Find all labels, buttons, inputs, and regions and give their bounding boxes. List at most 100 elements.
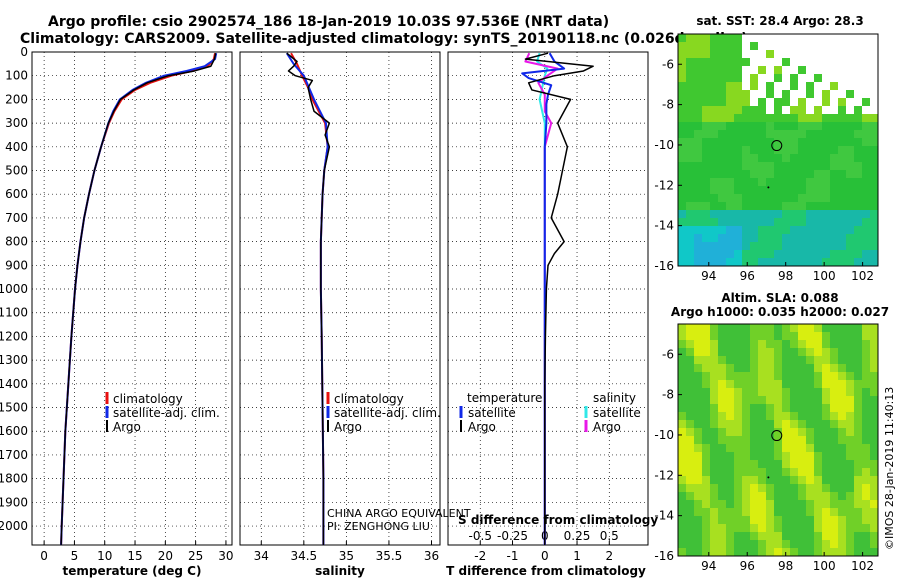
map-x-tick-label: 94	[701, 269, 716, 283]
map-cell	[686, 42, 694, 50]
map-cell	[830, 42, 838, 50]
map-cell	[814, 186, 822, 194]
map-cell	[822, 130, 830, 138]
map-cell	[710, 114, 718, 122]
map-cell	[766, 58, 774, 66]
map-cell	[870, 170, 878, 178]
map-cell	[694, 444, 702, 452]
map-cell	[742, 436, 750, 444]
map-cell	[838, 178, 846, 186]
map-cell	[750, 412, 758, 420]
map-cell	[774, 444, 782, 452]
map-cell	[870, 484, 878, 492]
map-cell	[806, 348, 814, 356]
map-cell	[782, 324, 790, 332]
map-cell	[750, 74, 758, 82]
map-cell	[846, 98, 854, 106]
map-cell	[838, 154, 846, 162]
map-cell	[766, 42, 774, 50]
map-cell	[766, 82, 774, 90]
difference-panel	[447, 51, 649, 546]
series-line-salinity-argo	[524, 52, 559, 545]
map-cell	[734, 548, 742, 556]
map-cell	[758, 186, 766, 194]
map-cell	[766, 98, 774, 106]
map-cell	[862, 226, 870, 234]
map-cell	[782, 98, 790, 106]
x-tick-label: 15	[127, 549, 142, 563]
map-cell	[758, 154, 766, 162]
map-cell	[814, 226, 822, 234]
map-cell	[742, 146, 750, 154]
map-cell	[774, 468, 782, 476]
map-cell	[678, 404, 686, 412]
map-cell	[742, 364, 750, 372]
map-cell	[830, 146, 838, 154]
map-cell	[862, 138, 870, 146]
map-cell	[758, 524, 766, 532]
map-cell	[766, 340, 774, 348]
map-cell	[806, 154, 814, 162]
map-cell	[854, 202, 862, 210]
map-cell	[702, 42, 710, 50]
map-cell	[862, 210, 870, 218]
map-cell	[862, 468, 870, 476]
map-cell	[782, 372, 790, 380]
map-cell	[862, 50, 870, 58]
map-cell	[862, 258, 870, 266]
map-cell	[790, 66, 798, 74]
map-cell	[822, 428, 830, 436]
map-cell	[694, 154, 702, 162]
map-cell	[806, 194, 814, 202]
map-cell	[846, 154, 854, 162]
map-cell	[774, 34, 782, 42]
map-cell	[710, 186, 718, 194]
map-cell	[774, 412, 782, 420]
map-cell	[750, 154, 758, 162]
map-cell	[790, 372, 798, 380]
map-cell	[798, 524, 806, 532]
map-cell	[790, 154, 798, 162]
map-cell	[838, 194, 846, 202]
map-cell	[782, 532, 790, 540]
map-cell	[830, 34, 838, 42]
map-cell	[846, 540, 854, 548]
map-cell	[686, 420, 694, 428]
map-cell	[678, 372, 686, 380]
map-cell	[862, 348, 870, 356]
map-cell	[798, 202, 806, 210]
map-cell	[694, 332, 702, 340]
map-cell	[798, 226, 806, 234]
map-cell	[678, 452, 686, 460]
map-cell	[742, 332, 750, 340]
map-cell	[806, 508, 814, 516]
map-cell	[718, 436, 726, 444]
map-cell	[694, 170, 702, 178]
map-cell	[766, 332, 774, 340]
map-cell	[838, 324, 846, 332]
map-cell	[862, 412, 870, 420]
x-tick-label: 0	[40, 549, 48, 563]
depth-tick-label: 1200	[0, 329, 28, 343]
map-cell	[782, 340, 790, 348]
map-cell	[710, 436, 718, 444]
island-marker	[767, 186, 770, 189]
map-cell	[766, 492, 774, 500]
map-cell	[806, 364, 814, 372]
map-cell	[798, 258, 806, 266]
map-cell	[830, 178, 838, 186]
map-cell	[678, 524, 686, 532]
map-cell	[790, 436, 798, 444]
map-cell	[854, 516, 862, 524]
depth-tick-label: 200	[5, 92, 28, 106]
island-marker	[767, 476, 770, 479]
map-cell	[678, 82, 686, 90]
map-cell	[702, 226, 710, 234]
map-cell	[822, 340, 830, 348]
map-cell	[854, 324, 862, 332]
map-cell	[678, 178, 686, 186]
map-cell	[870, 50, 878, 58]
map-cell	[702, 234, 710, 242]
map-cell	[686, 170, 694, 178]
map-cell	[862, 436, 870, 444]
